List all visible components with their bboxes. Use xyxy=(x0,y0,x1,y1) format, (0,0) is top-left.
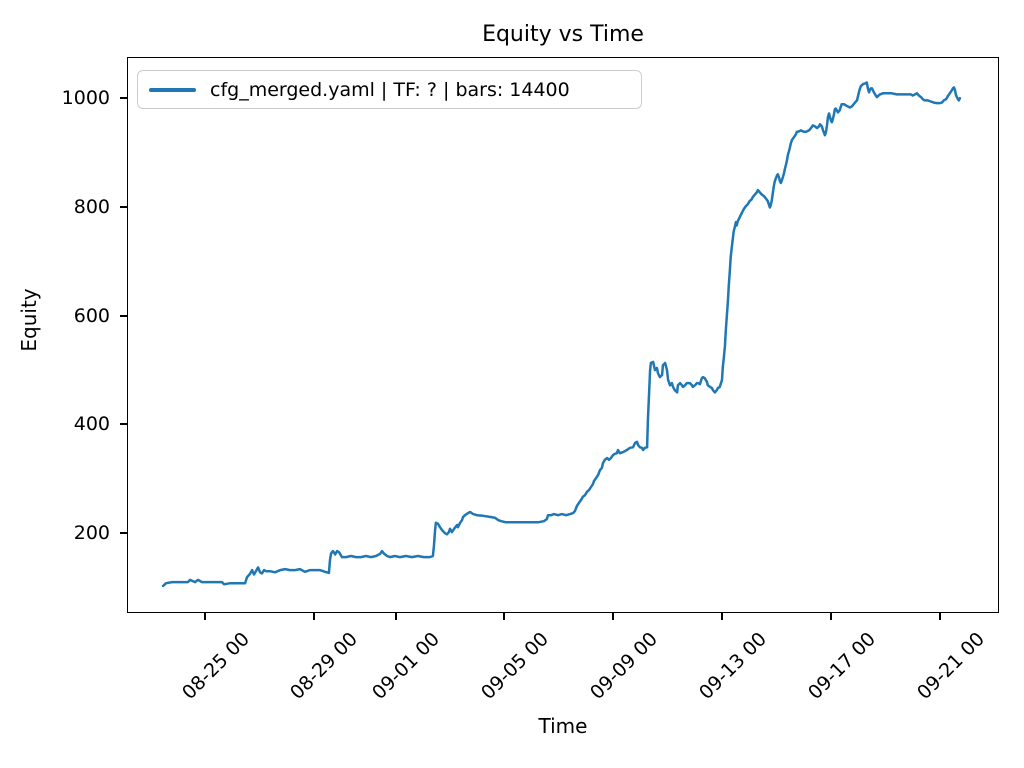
y-tick-label: 1000 xyxy=(61,87,110,110)
legend-line-swatch xyxy=(149,87,196,92)
x-tick-mark xyxy=(721,612,724,620)
x-tick-mark xyxy=(612,612,615,620)
x-tick-mark xyxy=(939,612,942,620)
y-tick-label: 600 xyxy=(73,304,110,327)
x-axis-title: Time xyxy=(538,714,588,738)
legend-box: cfg_merged.yaml | TF: ? | bars: 14400 xyxy=(137,70,642,109)
y-tick-mark xyxy=(120,205,128,208)
equity-line xyxy=(161,81,962,588)
chart-title: Equity vs Time xyxy=(482,22,644,47)
y-axis-title: Equity xyxy=(17,288,41,352)
x-tick-mark xyxy=(503,612,506,620)
x-tick-mark xyxy=(204,612,207,620)
y-tick-mark xyxy=(120,314,128,317)
plot-area xyxy=(127,57,999,613)
y-tick-mark xyxy=(120,97,128,100)
y-tick-label: 200 xyxy=(73,522,110,545)
x-tick-mark xyxy=(394,612,397,620)
plot-svg xyxy=(161,81,962,588)
y-tick-mark xyxy=(120,423,128,426)
x-tick-label: 09-21 00 xyxy=(912,628,989,704)
y-tick-label: 400 xyxy=(73,413,110,436)
x-tick-mark xyxy=(312,612,315,620)
y-tick-label: 800 xyxy=(73,195,110,218)
y-tick-mark xyxy=(120,532,128,535)
x-tick-mark xyxy=(830,612,833,620)
legend-entry-label: cfg_merged.yaml | TF: ? | bars: 14400 xyxy=(210,78,570,101)
